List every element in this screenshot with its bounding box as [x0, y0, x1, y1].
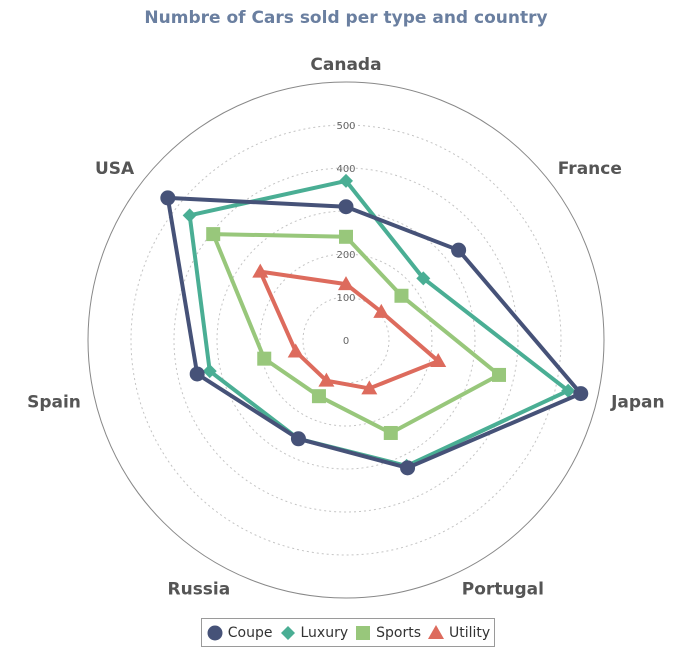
data-point	[160, 190, 176, 206]
square-icon	[356, 625, 371, 640]
data-point	[492, 367, 507, 382]
data-point	[182, 208, 197, 223]
category-label: Spain	[27, 392, 81, 412]
legend-marker	[356, 625, 371, 640]
grid-ring	[173, 167, 519, 513]
legend-label: Luxury	[300, 624, 349, 641]
series-line	[258, 269, 441, 391]
legend: Coupe Luxury Sports Utility	[201, 618, 495, 647]
data-point	[252, 263, 269, 278]
data-point	[206, 227, 221, 242]
triangle-icon	[428, 624, 445, 639]
diamond-icon	[280, 625, 295, 640]
data-point	[339, 173, 353, 188]
grid-ring	[302, 296, 390, 384]
data-point	[416, 271, 431, 286]
radial-tick-label: 500	[336, 121, 355, 132]
series-sports	[206, 227, 507, 440]
outer-ring	[87, 81, 605, 599]
data-point	[383, 425, 398, 440]
category-label: Portugal	[462, 580, 544, 600]
data-point	[430, 353, 447, 368]
data-point	[189, 366, 205, 382]
chart-title: Numbre of Cars sold per type and country	[144, 8, 548, 28]
data-point	[318, 372, 335, 387]
data-point	[361, 380, 378, 395]
category-label: Japan	[610, 392, 665, 412]
legend-item-sports[interactable]: Sports	[354, 624, 421, 642]
grid-ring	[216, 210, 476, 470]
radial-tick-label: 400	[336, 164, 355, 175]
data-point	[338, 199, 354, 215]
data-point	[373, 303, 390, 318]
radar-grid	[87, 81, 605, 599]
data-point	[290, 431, 306, 447]
data-point	[451, 242, 467, 258]
circle-icon	[207, 625, 223, 640]
radial-tick-label: 200	[336, 250, 355, 261]
legend-label: Utility	[449, 624, 491, 641]
category-label: USA	[95, 159, 135, 179]
data-point	[202, 364, 217, 379]
legend-item-coupe[interactable]: Coupe	[206, 624, 273, 642]
legend-item-luxury[interactable]: Luxury	[279, 624, 349, 642]
data-point	[561, 383, 576, 398]
series-layer	[160, 173, 589, 476]
legend-marker	[207, 625, 223, 640]
series-coupe	[160, 190, 589, 476]
radial-tick-labels: 0 100 200 400 500	[336, 121, 355, 347]
data-point	[339, 229, 353, 244]
legend-marker	[280, 625, 295, 640]
legend-marker	[428, 624, 445, 639]
category-label: Canada	[310, 55, 381, 75]
series-line	[165, 195, 583, 470]
grid-ring	[259, 253, 433, 427]
series-line	[211, 232, 502, 435]
radial-tick-label: 0	[343, 336, 349, 347]
data-point	[287, 343, 304, 358]
series-utility	[252, 263, 447, 395]
data-point	[573, 386, 589, 402]
data-point	[400, 460, 416, 476]
category-label: Russia	[168, 580, 231, 600]
grid-ring	[130, 124, 562, 556]
legend-label: Coupe	[227, 624, 273, 641]
data-point	[257, 351, 272, 366]
radial-tick-label: 100	[336, 293, 355, 304]
category-labels: Canada France Japan Portugal Russia Spain USA	[27, 55, 665, 600]
category-label: France	[558, 159, 622, 179]
data-point	[311, 389, 326, 404]
legend-label: Sports	[376, 624, 422, 641]
legend-item-utility[interactable]: Utility	[427, 624, 490, 642]
data-point	[394, 288, 409, 303]
data-point	[338, 276, 354, 291]
